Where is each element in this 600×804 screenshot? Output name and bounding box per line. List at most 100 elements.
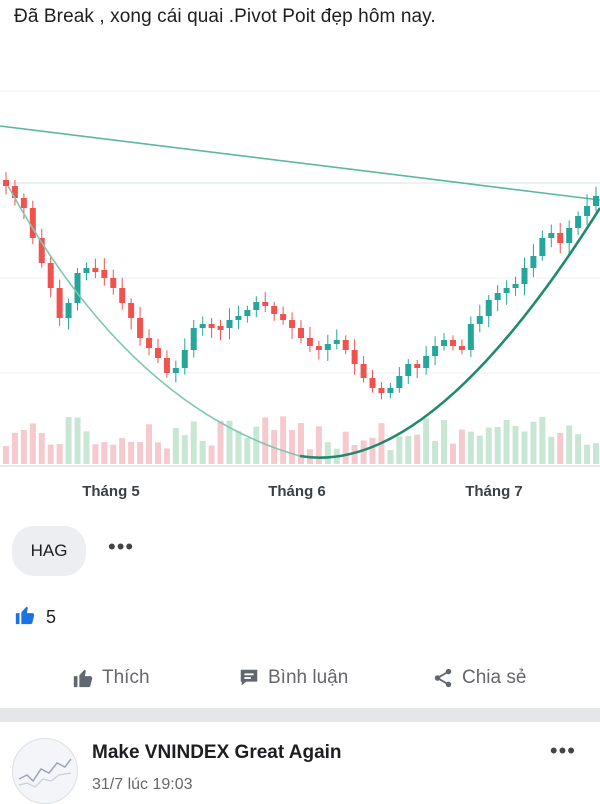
volume-bar bbox=[20, 429, 27, 464]
volume-bar bbox=[414, 434, 421, 464]
candle-body bbox=[119, 288, 126, 303]
volume-bar bbox=[315, 426, 322, 464]
share-button[interactable]: Chia sẻ bbox=[432, 667, 526, 689]
candle-body bbox=[369, 378, 376, 388]
like-button[interactable]: Thích bbox=[72, 667, 150, 689]
candle-body bbox=[280, 314, 287, 320]
post-timestamp[interactable]: 31/7 lúc 19:03 bbox=[92, 776, 193, 793]
cup-curve bbox=[7, 185, 600, 459]
volume-bar bbox=[432, 440, 439, 464]
candle-body bbox=[324, 344, 331, 350]
candle-body bbox=[378, 388, 385, 393]
cup-curve-bold bbox=[299, 207, 600, 459]
volume-bar bbox=[557, 432, 564, 464]
candle-body bbox=[262, 302, 269, 306]
more-options-button[interactable]: ••• bbox=[108, 534, 135, 559]
x-tick-label: Tháng 7 bbox=[465, 483, 523, 500]
share-icon bbox=[434, 668, 452, 688]
candle-body bbox=[557, 233, 564, 243]
volume-bar bbox=[494, 426, 501, 464]
volume-bar bbox=[137, 441, 144, 464]
candle-body bbox=[172, 368, 179, 373]
volume-bar bbox=[396, 436, 403, 464]
page-name-link[interactable]: Make VNINDEX Great Again bbox=[92, 742, 342, 763]
volume-bar bbox=[181, 435, 188, 464]
volume-bar bbox=[289, 430, 296, 464]
candle-body bbox=[199, 324, 206, 328]
candle-body bbox=[476, 316, 483, 324]
candle-body bbox=[548, 233, 555, 238]
volume-bar bbox=[208, 445, 215, 464]
volume-bar bbox=[584, 444, 591, 464]
volume-bar bbox=[101, 442, 108, 464]
candle-body bbox=[333, 340, 340, 344]
volume-bar bbox=[29, 423, 36, 464]
candle-body bbox=[217, 326, 224, 330]
comment-button[interactable]: Bình luận bbox=[238, 667, 348, 689]
volume-bar bbox=[405, 435, 412, 464]
candle-body bbox=[351, 350, 358, 364]
candle-body bbox=[342, 340, 349, 350]
candle-body bbox=[584, 206, 591, 216]
candles bbox=[3, 172, 599, 400]
candle-body bbox=[360, 364, 367, 378]
tag-label: HAG bbox=[30, 541, 68, 560]
thumbs-up-icon bbox=[73, 669, 93, 688]
like-count: 5 bbox=[46, 607, 57, 627]
x-tick-label: Tháng 6 bbox=[268, 483, 326, 500]
volume-bar bbox=[119, 438, 126, 464]
volume-bar bbox=[110, 444, 117, 464]
volume-bar bbox=[47, 444, 54, 464]
volume-bar bbox=[449, 443, 456, 464]
volume-bar bbox=[566, 425, 573, 464]
candle-body bbox=[271, 306, 278, 314]
volume-bar bbox=[351, 445, 358, 464]
volume-bar bbox=[128, 441, 135, 464]
post-text: Đã Break , xong cái quai .Pivot Poit đẹp… bbox=[14, 6, 436, 27]
candle-body bbox=[47, 263, 54, 288]
volume-bar bbox=[92, 444, 99, 464]
volume-bar bbox=[503, 419, 510, 464]
volume-bar bbox=[324, 442, 331, 464]
candle-body bbox=[414, 364, 421, 368]
next-post-header: Make VNINDEX Great Again 31/7 lúc 19:03 … bbox=[0, 722, 600, 804]
page-avatar[interactable] bbox=[12, 738, 78, 804]
candle-body bbox=[512, 284, 519, 288]
candle-body bbox=[146, 338, 153, 348]
candle-body bbox=[432, 346, 439, 356]
volume-bar bbox=[65, 417, 72, 464]
volume-bar bbox=[467, 431, 474, 464]
candle-body bbox=[458, 346, 465, 350]
candle-body bbox=[449, 340, 456, 346]
next-post-more-button[interactable]: ••• bbox=[549, 738, 576, 763]
candle-body bbox=[137, 318, 144, 338]
share-label: Chia sẻ bbox=[462, 667, 527, 688]
volume-bar bbox=[458, 429, 465, 464]
volume-bar bbox=[253, 426, 260, 464]
volume-bar bbox=[441, 420, 448, 464]
candle-body bbox=[467, 324, 474, 350]
feed-divider bbox=[0, 708, 600, 722]
candle-body bbox=[289, 320, 296, 328]
volume-bar bbox=[280, 416, 287, 464]
candle-body bbox=[423, 356, 430, 368]
volume-bar bbox=[190, 421, 197, 464]
volume-bar bbox=[163, 448, 170, 464]
volume-bar bbox=[476, 435, 483, 464]
comment-icon bbox=[240, 669, 258, 686]
candle-body bbox=[298, 328, 304, 338]
volume-bar bbox=[298, 423, 304, 464]
volume-bar bbox=[244, 437, 251, 464]
candle-body bbox=[56, 288, 63, 318]
volume-bar bbox=[199, 441, 206, 464]
volume-bar bbox=[83, 431, 90, 464]
candle-body bbox=[110, 278, 117, 288]
candle-body bbox=[539, 238, 546, 256]
candle-body bbox=[226, 320, 233, 328]
stock-chart: Tháng 5 Tháng 6 Tháng 7 bbox=[0, 88, 600, 508]
volume-bar bbox=[342, 431, 349, 464]
candle-body bbox=[253, 302, 260, 310]
reaction-summary[interactable]: 5 bbox=[14, 604, 56, 631]
tag-chip-hag[interactable]: HAG bbox=[12, 526, 86, 576]
candle-body bbox=[92, 268, 99, 272]
